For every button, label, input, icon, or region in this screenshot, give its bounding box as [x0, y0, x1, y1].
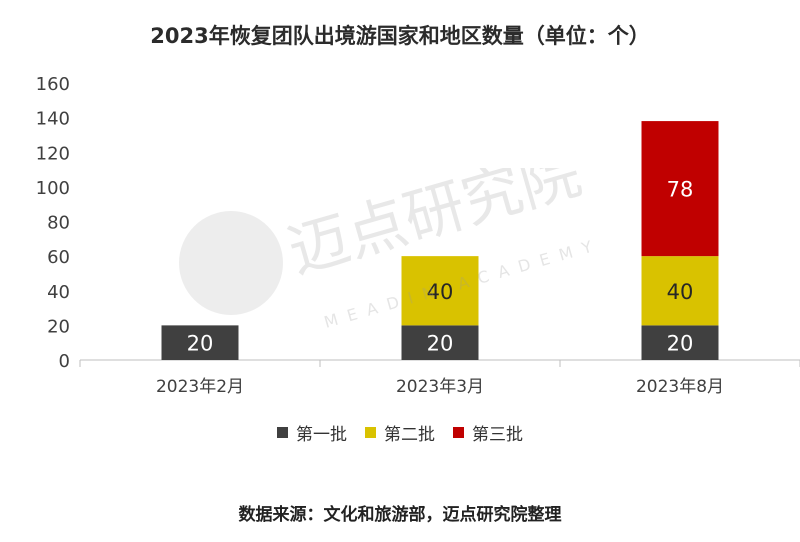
chart-title: 2023年恢复团队出境游国家和地区数量（单位：个）: [150, 24, 650, 48]
bar-2: [641, 256, 719, 326]
y-tick-label: 120: [36, 143, 70, 164]
y-tick-label: 20: [47, 316, 70, 337]
x-tick-label: 2023年3月: [396, 377, 484, 397]
bar-1: [641, 325, 719, 360]
bar-value-label: 20: [667, 332, 694, 356]
bar-2: [401, 256, 479, 326]
y-tick-label: 60: [47, 247, 70, 268]
legend-item-series-3: 第三批: [453, 420, 523, 445]
bar-1: [161, 325, 239, 360]
legend-item-series-1: 第一批: [277, 420, 347, 445]
y-tick-label: 140: [36, 109, 70, 130]
y-tick-label: 40: [47, 282, 70, 303]
bar-3: [641, 121, 719, 257]
legend-label-series-2: 第二批: [384, 425, 435, 445]
y-tick-label: 100: [36, 178, 70, 199]
legend-label-series-1: 第一批: [296, 425, 347, 445]
y-tick-label: 0: [59, 351, 70, 372]
legend-item-series-2: 第二批: [365, 420, 435, 445]
y-tick-label: 80: [47, 213, 70, 234]
bar-value-label: 20: [427, 332, 454, 356]
bar-value-label: 40: [427, 280, 454, 304]
legend-swatch-series-3: [453, 427, 464, 438]
legend-label-series-3: 第三批: [472, 425, 523, 445]
x-tick-label: 2023年8月: [636, 377, 724, 397]
bar-value-label: 40: [667, 280, 694, 304]
legend-swatch-series-2: [365, 427, 376, 438]
y-tick-label: 160: [36, 74, 70, 95]
bar-value-label: 20: [187, 332, 214, 356]
bar-value-label: 78: [667, 178, 694, 202]
legend-swatch-series-1: [277, 427, 288, 438]
x-tick-label: 2023年2月: [156, 377, 244, 397]
source-note: 数据来源：文化和旅游部，迈点研究院整理: [238, 505, 562, 525]
chart-legend: 第一批 第二批 第三批: [0, 420, 800, 445]
bar-1: [401, 325, 479, 360]
